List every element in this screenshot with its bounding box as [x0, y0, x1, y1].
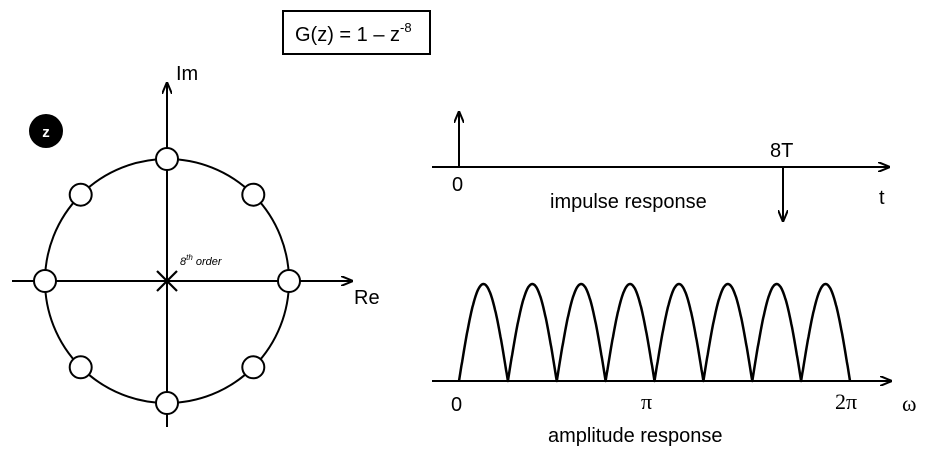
zeros-group	[33, 147, 301, 415]
formula-text: G(z) = 1 – z-8	[295, 20, 412, 46]
impulse-response-plot: 0 8T t impulse response	[432, 112, 889, 221]
zero-marker-2	[155, 147, 179, 171]
pole-cross-b	[156, 270, 178, 292]
zero-marker-4	[33, 269, 57, 293]
time-origin-label: 0	[452, 174, 463, 196]
formula-frame	[282, 10, 431, 55]
pole-marker	[156, 270, 178, 292]
time-axis-label: t	[879, 187, 885, 209]
amplitude-response-plot: 0 π 2π ω amplitude response	[432, 282, 916, 447]
formula-prefix: G(z) = 1 – z	[295, 24, 400, 46]
freq-tick-pi: π	[641, 389, 652, 414]
zero-marker-6	[155, 391, 179, 415]
zero-marker-0	[277, 269, 301, 293]
freq-tick-2pi: 2π	[835, 389, 857, 414]
impulse-caption: impulse response	[550, 191, 707, 213]
zero-marker-1	[241, 182, 266, 207]
freq-tick-0: 0	[451, 394, 462, 416]
z-badge-circle	[29, 114, 63, 148]
formula-exponent: -8	[400, 20, 412, 35]
zero-marker-5	[68, 355, 93, 380]
formula-box: G(z) = 1 – z-8	[282, 10, 431, 55]
amplitude-caption: amplitude response	[548, 425, 723, 447]
zero-marker-7	[241, 355, 266, 380]
real-axis-label: Re	[354, 287, 380, 309]
imag-axis-label: Im	[176, 63, 198, 85]
pole-order-base: 8	[180, 256, 187, 268]
pole-order-suffix: order	[193, 256, 223, 268]
z-plane-badge: z	[29, 114, 63, 148]
amplitude-curve	[457, 282, 852, 383]
freq-axis-label: ω	[902, 391, 916, 416]
delay-label: 8T	[770, 140, 793, 162]
zero-marker-3	[68, 182, 93, 207]
z-badge-label: z	[42, 124, 50, 141]
z-plane-plot: Im Re 8th order	[12, 63, 380, 427]
pole-order-label: 8th order	[180, 253, 223, 268]
pole-order-superscript: th	[186, 253, 193, 262]
